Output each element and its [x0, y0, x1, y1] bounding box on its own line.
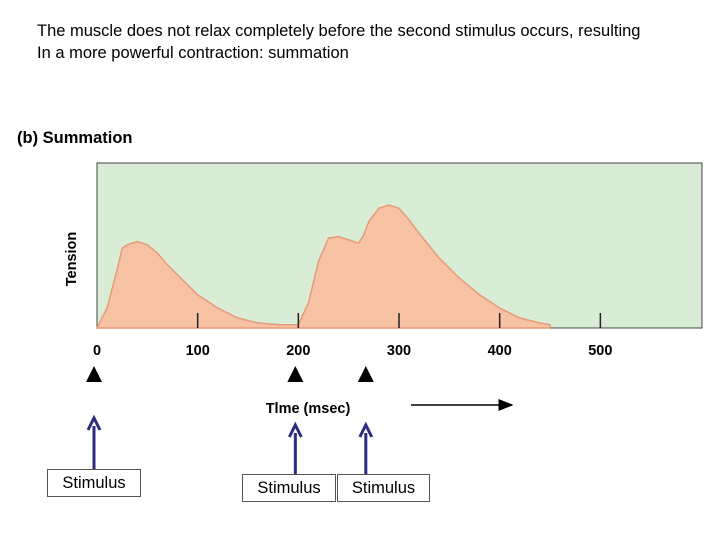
stimulus-arrow-head	[86, 414, 102, 431]
caption-line-2: In a more powerful contraction: summatio…	[37, 44, 349, 62]
stimulus-label: Stimulus	[242, 474, 336, 502]
stimulus-label: Stimulus	[47, 469, 141, 497]
caption: The muscle does not relax completely bef…	[37, 20, 713, 64]
x-ticks	[196, 313, 602, 328]
stimulus-triangle	[357, 366, 374, 382]
caption-line-1: The muscle does not relax completely bef…	[37, 22, 641, 40]
tension-curve-area	[95, 204, 551, 329]
x-axis-label: Tlme (msec)	[266, 401, 351, 417]
x-tick-label: 400	[488, 343, 512, 359]
x-tick-label: 300	[387, 343, 411, 359]
stimulus-arrows	[86, 414, 374, 474]
x-tick-label: 100	[186, 343, 210, 359]
x-tick-labels: 0 100 200 300 400 500	[93, 343, 612, 359]
stimulus-arrow-head	[287, 421, 303, 438]
x-tick-label: 500	[588, 343, 612, 359]
y-axis-label: Tension	[64, 232, 80, 287]
chart-title: (b) Summation	[17, 129, 133, 147]
stimulus-arrow-head	[358, 421, 374, 438]
x-tick-label: 200	[286, 343, 310, 359]
stimulus-markers	[86, 366, 374, 382]
stimulus-triangle	[86, 366, 102, 382]
stimulus-label: Stimulus	[337, 474, 430, 502]
x-tick-label: 0	[93, 343, 101, 359]
stimulus-triangle	[287, 366, 304, 382]
